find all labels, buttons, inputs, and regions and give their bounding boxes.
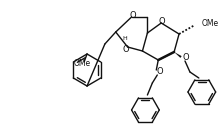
Text: O: O [183,53,189,63]
Text: O: O [129,12,136,21]
Text: O: O [157,67,163,76]
Polygon shape [174,52,182,58]
Text: O: O [159,18,165,27]
Text: H: H [122,36,127,41]
Text: O: O [122,44,129,53]
Text: OMe: OMe [202,18,219,27]
Text: OMe: OMe [73,60,90,69]
